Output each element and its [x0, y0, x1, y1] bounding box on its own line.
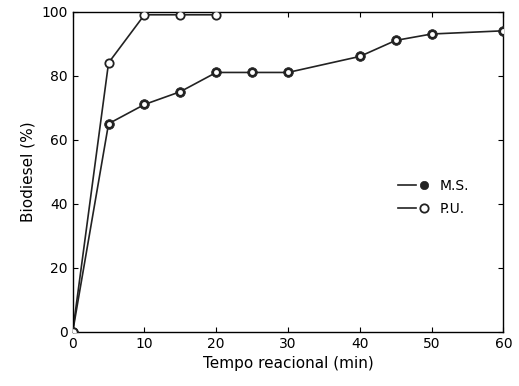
X-axis label: Tempo reacional (min): Tempo reacional (min) — [203, 356, 373, 371]
Y-axis label: Biodiesel (%): Biodiesel (%) — [21, 122, 36, 222]
Legend: M.S., P.U.: M.S., P.U. — [393, 174, 475, 221]
